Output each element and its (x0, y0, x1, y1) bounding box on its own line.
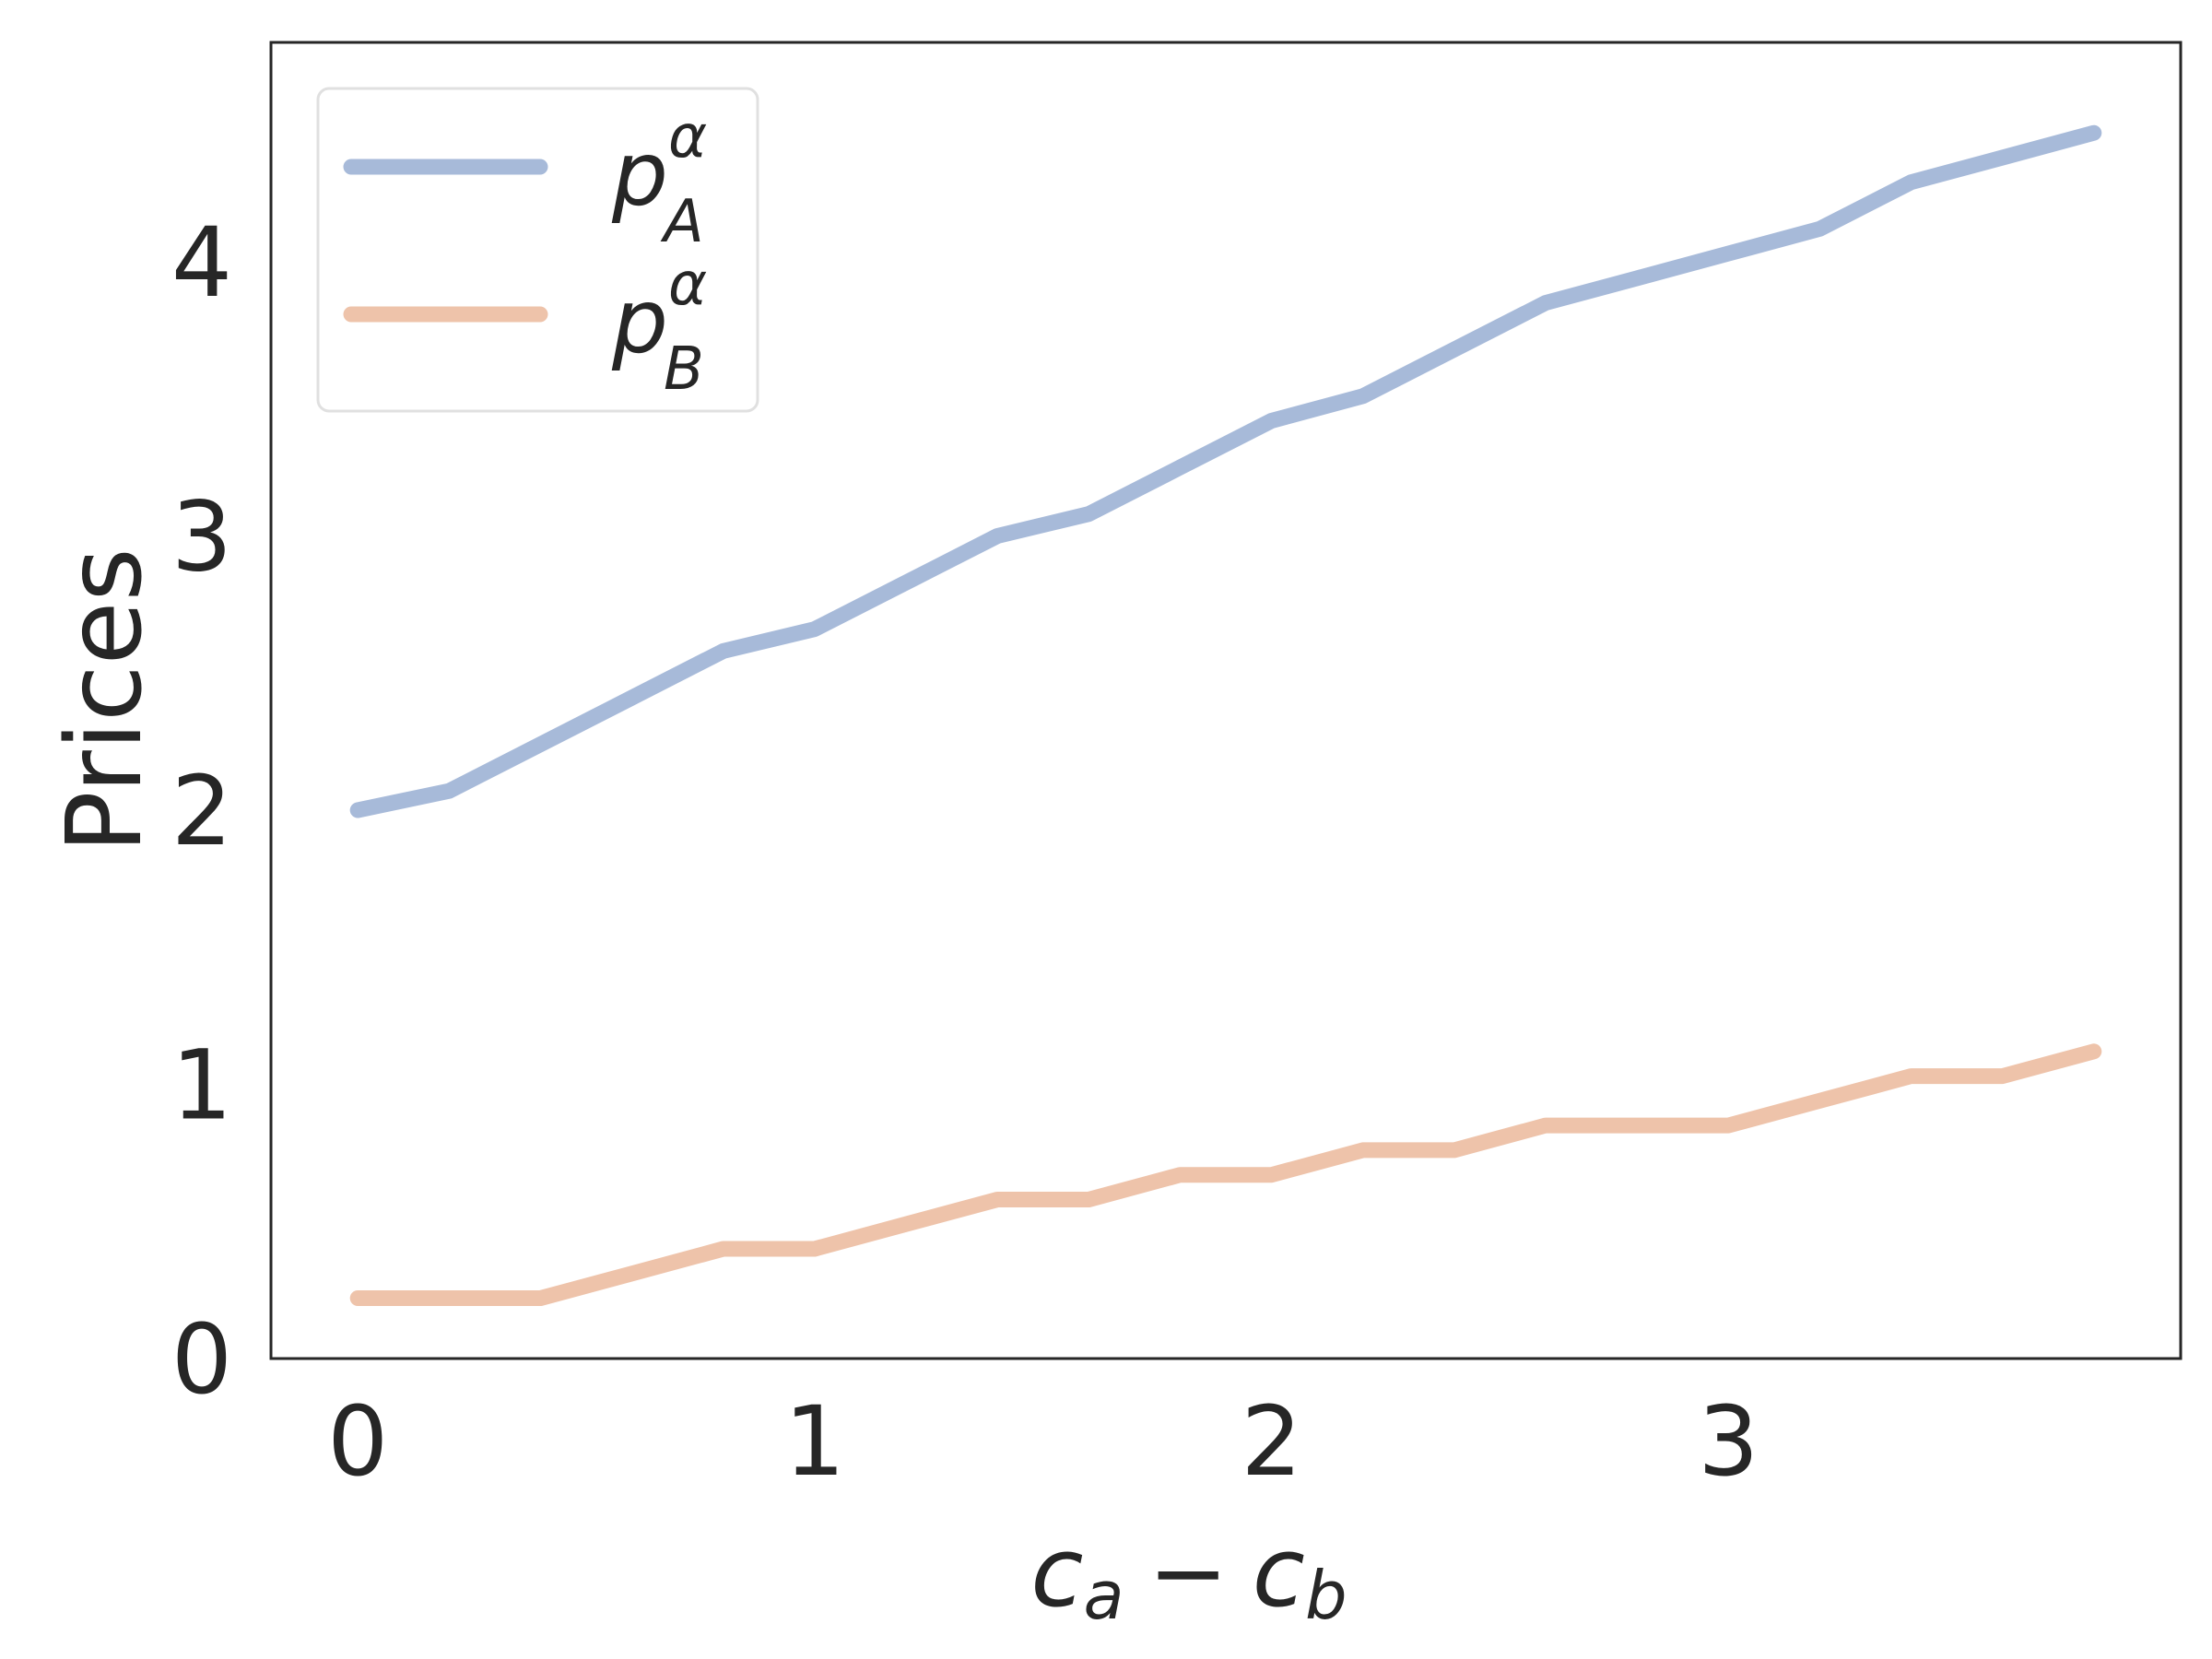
y-tick-labels: 0 1 2 3 4 (171, 206, 232, 1416)
x-axis-sub-2: b (1305, 1557, 1347, 1634)
y-tick-label: 0 (171, 1303, 232, 1416)
legend-label-pa-base: p (611, 123, 668, 226)
legend-label-pa-sup: α (668, 103, 707, 171)
legend: pα A pα B (316, 87, 759, 413)
x-axis-sub-1: a (1084, 1557, 1124, 1634)
x-axis-title: ca − cb (1030, 1516, 1347, 1634)
series-line-a (349, 124, 2102, 818)
series-line-b (349, 1043, 2102, 1306)
y-tick-label: 4 (171, 206, 232, 319)
x-tick-labels: 0 1 2 3 (327, 1385, 1759, 1498)
legend-label-pb-base: p (611, 270, 668, 373)
y-axis-title: Prices (45, 547, 165, 853)
x-tick-label: 3 (1698, 1385, 1759, 1498)
series-layer (349, 124, 2102, 1306)
legend-label-pb-sup: α (668, 251, 707, 319)
legend-label-pb-sub: B (664, 335, 704, 404)
x-axis-var-1: c (1030, 1516, 1083, 1629)
y-tick-label: 2 (171, 755, 232, 867)
x-tick-label: 0 (327, 1385, 388, 1498)
y-tick-label: 1 (171, 1030, 232, 1142)
x-axis-var-2: c (1253, 1516, 1305, 1629)
y-tick-label: 3 (171, 481, 232, 594)
legend-label-pb: pα B (611, 251, 707, 404)
legend-label-pa: pα A (611, 103, 707, 256)
legend-label-pa-sub: A (660, 188, 704, 256)
x-axis-operator: − (1148, 1516, 1229, 1629)
x-tick-label: 1 (784, 1385, 845, 1498)
x-tick-label: 2 (1241, 1385, 1302, 1498)
